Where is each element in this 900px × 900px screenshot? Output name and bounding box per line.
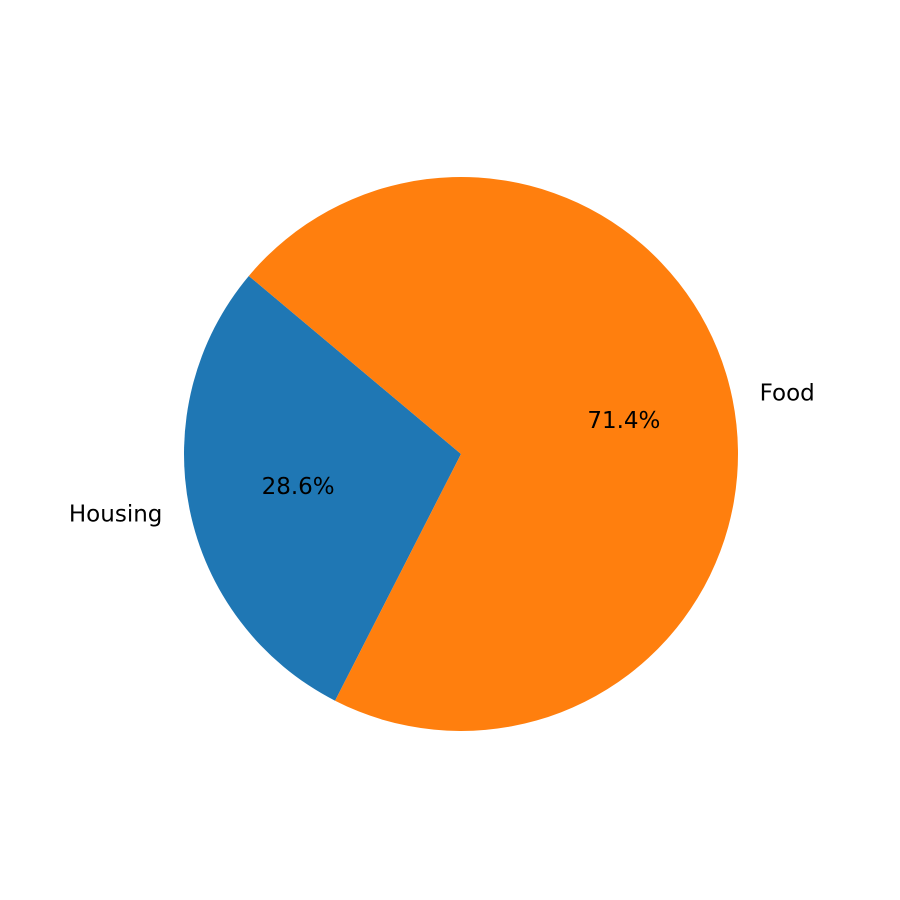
labels-layer: Housing 28.6% Food 71.4% <box>69 380 815 527</box>
slice-percent-housing: 28.6% <box>262 474 335 500</box>
slice-percent-food: 71.4% <box>587 408 660 434</box>
pie-slice-food <box>248 177 738 731</box>
pie-slice-housing <box>183 275 461 701</box>
slice-label-housing: Housing <box>69 502 163 528</box>
slice-label-food: Food <box>760 380 815 406</box>
slices-layer <box>183 177 738 731</box>
